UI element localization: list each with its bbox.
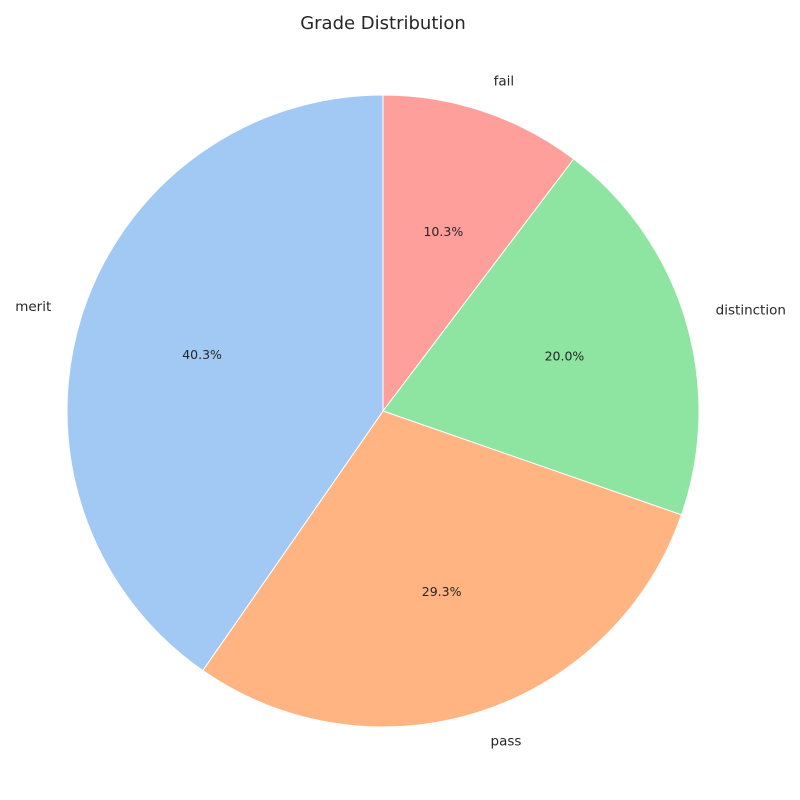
slice-percent-merit: 40.3% — [182, 347, 222, 362]
slice-percent-fail: 10.3% — [423, 224, 463, 239]
pie-slice-fail — [382, 94, 575, 413]
slice-label-fail: fail — [494, 73, 515, 89]
pie-labels: fail 10.3% distinction 20.0% pass 29.3% merit 4… — [15, 73, 786, 749]
pie-slice-pass — [202, 410, 683, 728]
pie-slice-merit — [66, 94, 384, 672]
slice-label-pass: pass — [491, 734, 522, 750]
slice-percent-pass: 29.3% — [422, 584, 462, 599]
chart-title: Grade Distribution — [300, 13, 466, 34]
slice-label-distinction: distinction — [716, 302, 786, 318]
pie-slices — [66, 94, 700, 728]
pie-slice-distinction — [382, 158, 700, 516]
slice-percent-distinction: 20.0% — [545, 349, 585, 364]
slice-label-merit: merit — [15, 299, 51, 315]
